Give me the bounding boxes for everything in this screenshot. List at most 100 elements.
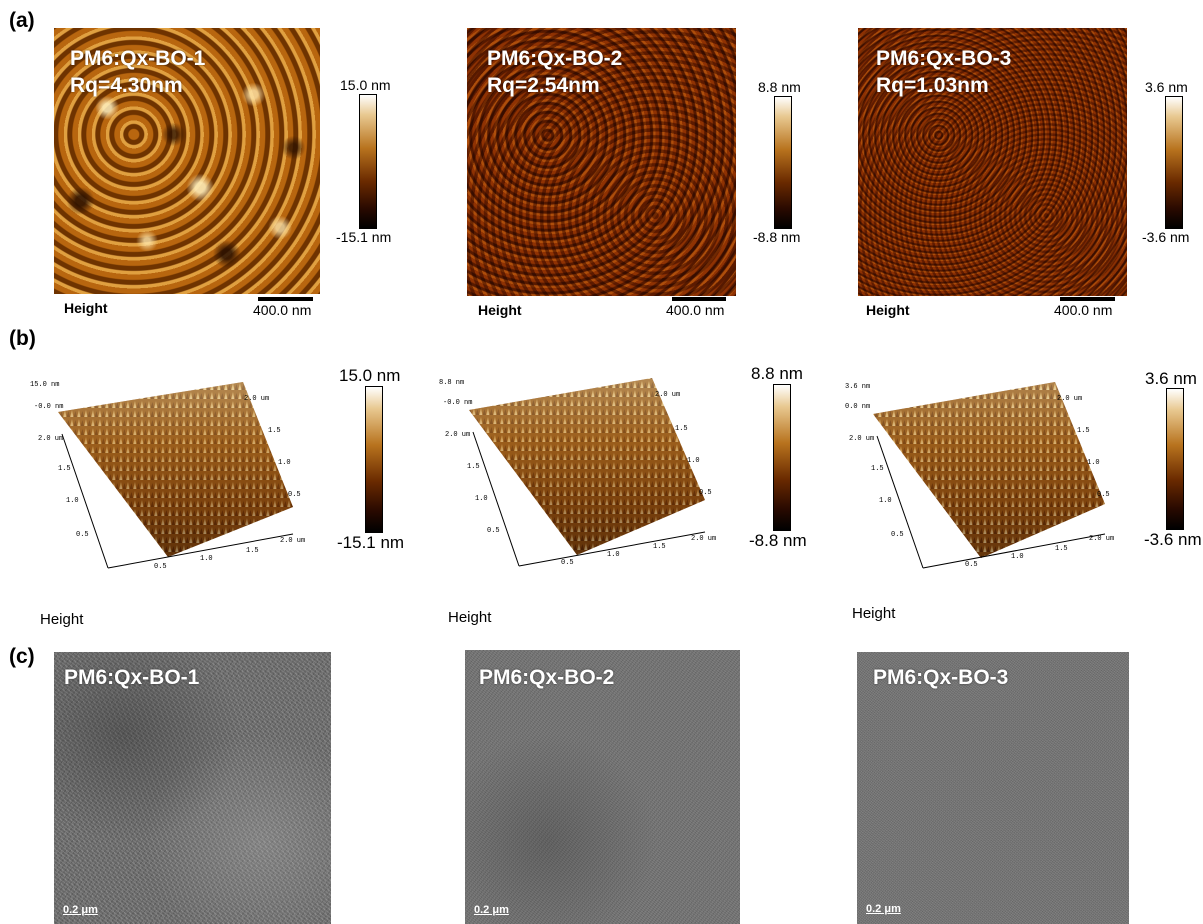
right-tick: 1.5 [675, 425, 688, 433]
corner-tick: 2.0 um [655, 391, 680, 399]
afm-height-map-1: PM6:Qx-BO-1 Rq=4.30nm [54, 28, 320, 294]
y-tick: 0.5 [76, 531, 89, 539]
tem-scale-label: 0.2 μm [866, 903, 901, 915]
y-tick: 1.0 [879, 497, 892, 505]
z-top-label: 3.6 nm [845, 383, 870, 391]
y-tick: 2.0 um [445, 431, 470, 439]
z-mid-label: 0.0 nm [845, 403, 870, 411]
y-tick: 1.0 [475, 495, 488, 503]
right-tick: 0.5 [288, 491, 301, 499]
scale-bar-label: 400.0 nm [253, 302, 312, 318]
y-tick: 1.5 [871, 465, 884, 473]
colorbar [773, 384, 791, 531]
tem-scale-label: 0.2 μm [474, 904, 509, 916]
scale-bar [1060, 297, 1115, 301]
surface-shading [469, 378, 705, 555]
afm-roughness: Rq=2.54nm [487, 74, 600, 97]
colorbar-min-label: -8.8 nm [749, 531, 807, 550]
x-tick: 1.0 [607, 551, 620, 559]
colorbar-min-label: -3.6 nm [1142, 229, 1190, 245]
afm-roughness: Rq=4.30nm [70, 74, 183, 97]
tem-scale-label: 0.2 μm [63, 904, 98, 916]
panel-label-a: (a) [9, 9, 35, 32]
colorbar [1166, 388, 1184, 530]
z-top-label: 15.0 nm [30, 381, 59, 389]
panel-label-c: (c) [9, 645, 35, 668]
afm-roughness: Rq=1.03nm [876, 74, 989, 97]
right-tick: 1.0 [278, 459, 291, 467]
z-mid-label: -0.0 nm [443, 399, 472, 407]
channel-label: Height [64, 300, 108, 316]
tem-image-1: PM6:Qx-BO-1 0.2 μm [54, 652, 331, 924]
colorbar-max-label: 3.6 nm [1145, 79, 1188, 95]
scale-bar [258, 297, 313, 301]
afm-sample-title: PM6:Qx-BO-3 [876, 47, 1012, 70]
afm-sample-title: PM6:Qx-BO-2 [487, 47, 623, 70]
axis-bottom [922, 533, 1106, 569]
surface-shading [58, 382, 293, 557]
y-tick: 2.0 um [849, 435, 874, 443]
x-tick: 2.0 um [1089, 535, 1114, 543]
colorbar-max-label: 3.6 nm [1145, 369, 1197, 388]
channel-label: Height [448, 609, 492, 626]
right-tick: 0.5 [1097, 491, 1110, 499]
afm-3d-surface-2: 8.8 nm -0.0 nm 2.0 um 1.5 1.0 0.5 0.5 1.… [439, 378, 716, 567]
afm-3d-surface-1: 15.0 nm -0.0 nm 2.0 um 1.5 1.0 0.5 0.5 1… [30, 381, 305, 571]
x-tick: 1.0 [1011, 553, 1024, 561]
right-tick: 0.5 [699, 489, 712, 497]
channel-label: Height [478, 302, 522, 318]
afm-height-map-2: PM6:Qx-BO-2 Rq=2.54nm [467, 28, 736, 296]
scale-bar-label: 400.0 nm [1054, 302, 1113, 318]
colorbar [774, 96, 792, 229]
colorbar-min-label: -15.1 nm [336, 229, 392, 245]
scale-bar [672, 297, 726, 301]
tem-image-2: PM6:Qx-BO-2 0.2 μm [465, 650, 740, 924]
tem-image-3: PM6:Qx-BO-3 0.2 μm [857, 652, 1129, 924]
x-tick: 2.0 um [280, 537, 305, 545]
y-tick: 1.5 [467, 463, 480, 471]
channel-label: Height [40, 611, 84, 628]
axis-bottom [107, 533, 294, 569]
colorbar-min-label: -3.6 nm [1144, 530, 1202, 549]
colorbar-min-label: -8.8 nm [753, 229, 801, 245]
panel-label-b: (b) [9, 327, 36, 350]
colorbar-max-label: 15.0 nm [340, 77, 391, 93]
x-tick: 0.5 [154, 563, 167, 571]
x-tick: 1.0 [200, 555, 213, 563]
axis-left [472, 431, 520, 567]
tem-sample-title: PM6:Qx-BO-3 [873, 666, 1009, 689]
z-mid-label: -0.0 nm [34, 403, 63, 411]
colorbar-max-label: 8.8 nm [751, 364, 803, 383]
afm-height-map-3: PM6:Qx-BO-3 Rq=1.03nm [858, 28, 1127, 296]
corner-tick: 2.0 um [244, 395, 269, 403]
colorbar-min-label: -15.1 nm [337, 533, 405, 552]
surface-shading [873, 382, 1105, 558]
x-tick: 2.0 um [691, 535, 716, 543]
tem-sample-title: PM6:Qx-BO-1 [64, 666, 200, 689]
y-tick: 2.0 um [38, 435, 63, 443]
axis-left [876, 435, 924, 569]
right-tick: 1.5 [1077, 427, 1090, 435]
corner-tick: 2.0 um [1057, 395, 1082, 403]
colorbar-max-label: 15.0 nm [339, 366, 401, 385]
colorbar [359, 94, 377, 229]
right-tick: 1.0 [1087, 459, 1100, 467]
channel-label: Height [852, 605, 896, 622]
y-tick: 1.0 [66, 497, 79, 505]
x-tick: 0.5 [965, 561, 978, 569]
y-tick: 0.5 [487, 527, 500, 535]
scale-bar-label: 400.0 nm [666, 302, 725, 318]
x-tick: 0.5 [561, 559, 574, 567]
x-tick: 1.5 [653, 543, 666, 551]
right-tick: 1.0 [687, 457, 700, 465]
tem-sample-title: PM6:Qx-BO-2 [479, 666, 615, 689]
colorbar [365, 386, 383, 533]
right-tick: 1.5 [268, 427, 281, 435]
colorbar [1165, 96, 1183, 229]
axis-left [61, 433, 109, 569]
y-tick: 0.5 [891, 531, 904, 539]
afm-sample-title: PM6:Qx-BO-1 [70, 47, 206, 70]
afm-3d-surface-3: 3.6 nm 0.0 nm 2.0 um 1.5 1.0 0.5 0.5 1.0… [845, 382, 1114, 569]
axis-bottom [518, 531, 706, 567]
x-tick: 1.5 [246, 547, 259, 555]
